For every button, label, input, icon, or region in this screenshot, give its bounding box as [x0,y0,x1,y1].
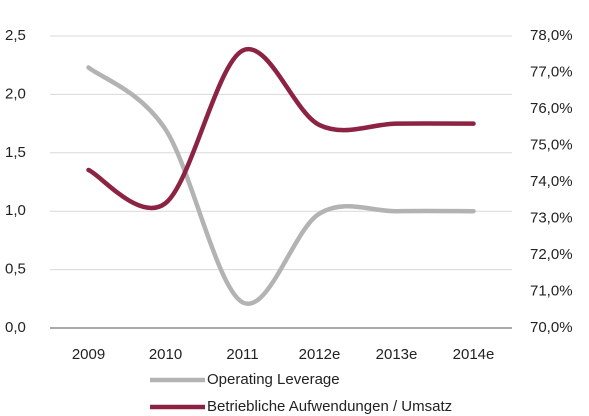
y-tick-label: 1,0 [5,202,26,219]
legend-label: Betriebliche Aufwendungen / Umsatz [207,398,452,415]
legend-label: Operating Leverage [207,371,340,388]
y-tick-label: 2,0 [5,85,26,102]
y2-tick-label: 74,0% [530,173,573,190]
y-tick-label: 0,5 [5,261,26,278]
x-tick-label: 2013e [376,346,418,363]
x-tick-label: 2012e [299,346,341,363]
y2-tick-label: 70,0% [530,319,573,336]
y2-tick-label: 77,0% [530,63,573,80]
x-tick-label: 2009 [72,346,105,363]
line-series [86,46,476,211]
y2-tick-label: 78,0% [530,27,573,44]
line-series [86,65,476,306]
y2-tick-label: 75,0% [530,136,573,153]
y-tick-label: 1,5 [5,144,26,161]
y-tick-label: 2,5 [5,27,26,44]
y2-tick-label: 76,0% [530,100,573,117]
y-tick-label: 0,0 [5,319,26,336]
x-tick-label: 2014e [453,346,495,363]
y2-tick-label: 72,0% [530,246,573,263]
y2-tick-label: 71,0% [530,282,573,299]
x-tick-label: 2010 [149,346,182,363]
y2-tick-label: 73,0% [530,209,573,226]
x-tick-label: 2011 [226,346,258,363]
